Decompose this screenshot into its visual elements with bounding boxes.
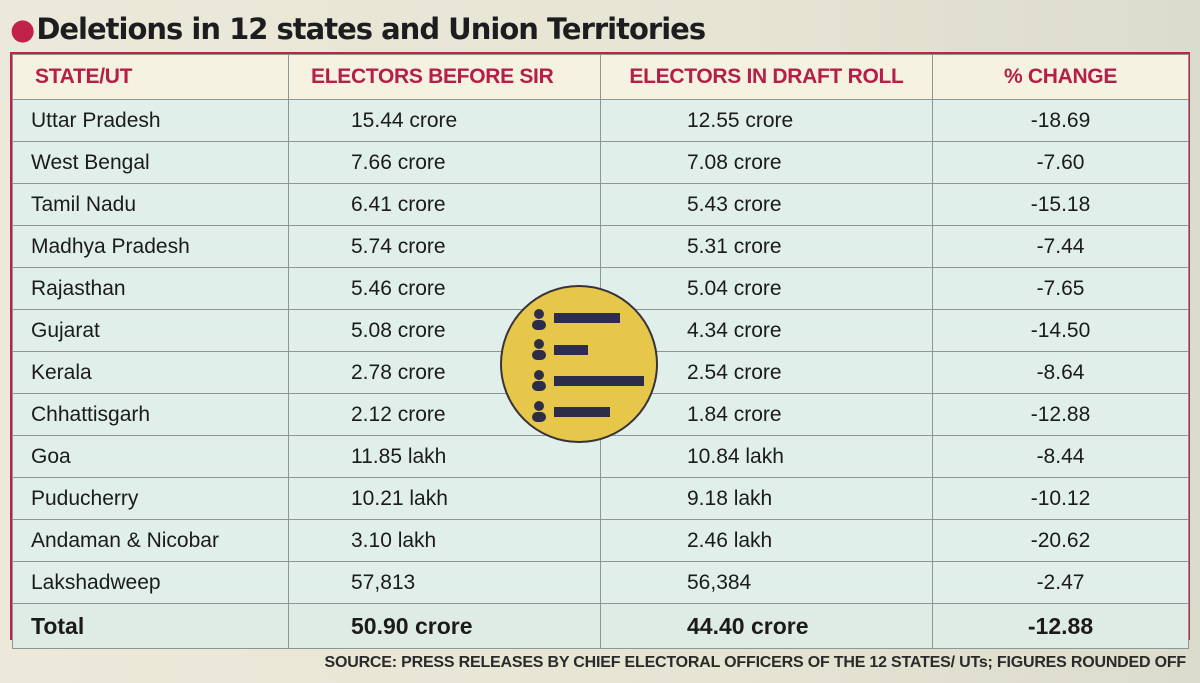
table-row: Gujarat 5.08 crore 4.34 crore -14.50 — [12, 309, 1189, 352]
cell-before-sir: 7.66 crore — [288, 141, 601, 184]
cell-percent-change: -8.64 — [932, 351, 1189, 394]
cell-draft-roll: 7.08 crore — [600, 141, 933, 184]
cell-before-sir: 11.85 lakh — [288, 435, 601, 478]
cell-draft-roll: 1.84 crore — [600, 393, 933, 436]
total-cell-before-sir: 50.90 crore — [288, 603, 601, 649]
cell-state: Puducherry — [12, 477, 289, 520]
bullet-icon: ● — [10, 12, 35, 46]
total-row: Total 50.90 crore 44.40 crore -12.88 — [12, 603, 1189, 649]
cell-before-sir: 3.10 lakh — [288, 519, 601, 562]
cell-percent-change: -20.62 — [932, 519, 1189, 562]
table-row: Madhya Pradesh 5.74 crore 5.31 crore -7.44 — [12, 225, 1189, 268]
data-table: STATE/UT ELECTORS BEFORE SIR ELECTORS IN… — [10, 52, 1190, 649]
cell-percent-change: -10.12 — [932, 477, 1189, 520]
cell-draft-roll: 5.04 crore — [600, 267, 933, 310]
column-header-percent-change: % CHANGE — [932, 54, 1189, 100]
total-cell-state: Total — [12, 603, 289, 649]
source-note: SOURCE: PRESS RELEASES BY CHIEF ELECTORA… — [324, 654, 1187, 671]
cell-before-sir: 5.74 crore — [288, 225, 601, 268]
cell-state: Chhattisgarh — [12, 393, 289, 436]
chart-title-text: Deletions in 12 states and Union Territo… — [36, 12, 706, 46]
cell-state: Kerala — [12, 351, 289, 394]
voter-list-icon — [500, 285, 658, 443]
cell-draft-roll: 56,384 — [600, 561, 933, 604]
cell-state: Rajasthan — [12, 267, 289, 310]
table-row: Tamil Nadu 6.41 crore 5.43 crore -15.18 — [12, 183, 1189, 226]
cell-state: Lakshadweep — [12, 561, 289, 604]
cell-before-sir: 15.44 crore — [288, 99, 601, 142]
cell-percent-change: -15.18 — [932, 183, 1189, 226]
cell-state: Madhya Pradesh — [12, 225, 289, 268]
cell-percent-change: -8.44 — [932, 435, 1189, 478]
cell-percent-change: -7.44 — [932, 225, 1189, 268]
cell-draft-roll: 9.18 lakh — [600, 477, 933, 520]
table-header-row: STATE/UT ELECTORS BEFORE SIR ELECTORS IN… — [12, 54, 1189, 100]
cell-percent-change: -7.65 — [932, 267, 1189, 310]
cell-draft-roll: 5.43 crore — [600, 183, 933, 226]
cell-state: Uttar Pradesh — [12, 99, 289, 142]
table-row: Rajasthan 5.46 crore 5.04 crore -7.65 — [12, 267, 1189, 310]
cell-draft-roll: 2.46 lakh — [600, 519, 933, 562]
cell-percent-change: -12.88 — [932, 393, 1189, 436]
column-header-before-sir: ELECTORS BEFORE SIR — [288, 54, 601, 100]
cell-before-sir: 6.41 crore — [288, 183, 601, 226]
voter-list-icon-graphic — [532, 309, 644, 422]
table-row: Uttar Pradesh 15.44 crore 12.55 crore -18.6… — [12, 99, 1189, 142]
cell-state: Tamil Nadu — [12, 183, 289, 226]
cell-percent-change: -7.60 — [932, 141, 1189, 184]
cell-draft-roll: 12.55 crore — [600, 99, 933, 142]
table-row: Chhattisgarh 2.12 crore 1.84 crore -12.88 — [12, 393, 1189, 436]
cell-draft-roll: 5.31 crore — [600, 225, 933, 268]
cell-state: Andaman & Nicobar — [12, 519, 289, 562]
cell-percent-change: -2.47 — [932, 561, 1189, 604]
total-cell-percent-change: -12.88 — [932, 603, 1189, 649]
table-row: Lakshadweep 57,813 56,384 -2.47 — [12, 561, 1189, 604]
table-row: Andaman & Nicobar 3.10 lakh 2.46 lakh -20.6… — [12, 519, 1189, 562]
column-header-state: STATE/UT — [12, 54, 289, 100]
cell-before-sir: 5.46 crore — [288, 267, 601, 310]
table-row: West Bengal 7.66 crore 7.08 crore -7.60 — [12, 141, 1189, 184]
column-header-draft-roll: ELECTORS IN DRAFT ROLL — [600, 54, 933, 100]
cell-before-sir: 10.21 lakh — [288, 477, 601, 520]
cell-state: Gujarat — [12, 309, 289, 352]
chart-title: ●Deletions in 12 states and Union Territ… — [10, 12, 706, 50]
cell-percent-change: -14.50 — [932, 309, 1189, 352]
cell-state: Goa — [12, 435, 289, 478]
table-row: Puducherry 10.21 lakh 9.18 lakh -10.12 — [12, 477, 1189, 520]
cell-draft-roll: 10.84 lakh — [600, 435, 933, 478]
cell-percent-change: -18.69 — [932, 99, 1189, 142]
cell-state: West Bengal — [12, 141, 289, 184]
total-cell-draft-roll: 44.40 crore — [600, 603, 933, 649]
cell-before-sir: 57,813 — [288, 561, 601, 604]
